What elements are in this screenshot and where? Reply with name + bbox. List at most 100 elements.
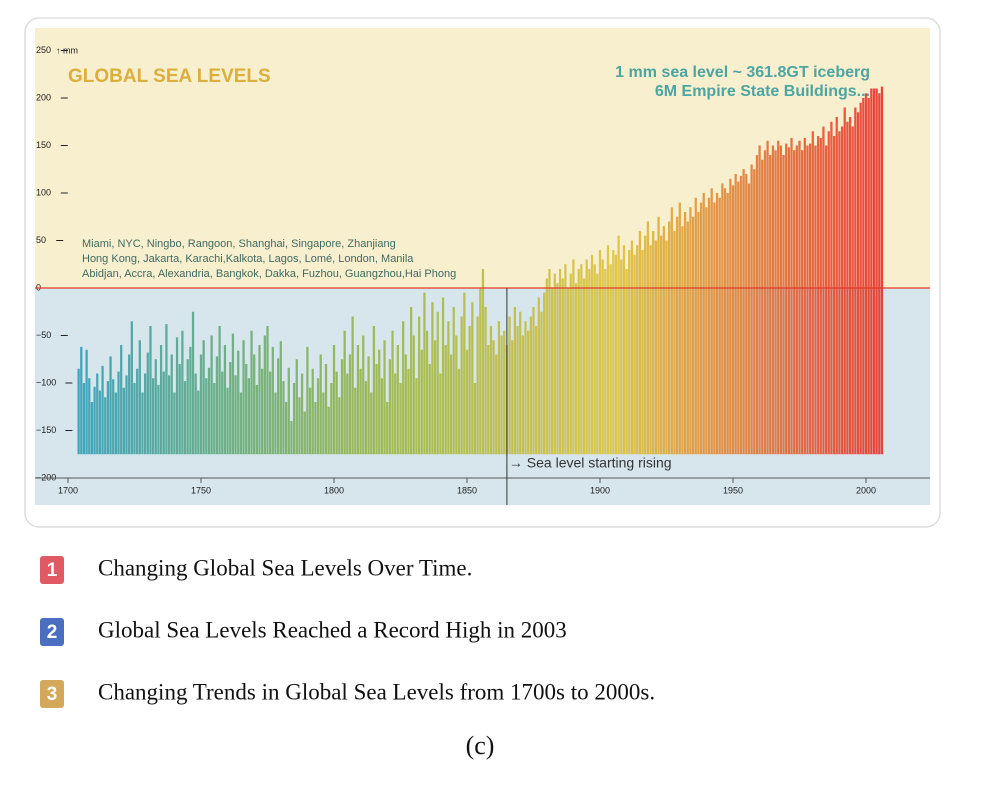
bar [144, 373, 147, 455]
bar [713, 202, 716, 455]
bar [726, 193, 729, 455]
bar [683, 212, 687, 455]
bar [266, 326, 269, 455]
bar [625, 269, 628, 455]
bar [250, 330, 253, 455]
bar [215, 356, 219, 455]
bar [449, 354, 453, 455]
bar [90, 402, 94, 455]
bar [428, 364, 431, 455]
bar [170, 354, 173, 455]
bar [303, 411, 306, 455]
caption-number: 3 [47, 684, 58, 705]
x-tick-label: 1850 [457, 485, 477, 495]
bar [221, 371, 224, 455]
y-tick-label: 250 [36, 45, 51, 55]
bar [194, 373, 197, 455]
bar [197, 390, 200, 455]
bar [492, 340, 495, 455]
bar [311, 368, 314, 455]
bar [120, 345, 123, 455]
bar [811, 131, 814, 455]
bar [332, 345, 336, 455]
bar [125, 375, 128, 455]
bar [77, 368, 80, 455]
bar [758, 145, 761, 455]
bar [601, 259, 604, 455]
bar [718, 197, 721, 455]
bar [816, 136, 820, 455]
bar [407, 368, 410, 455]
bar [803, 137, 806, 455]
bar [183, 381, 187, 455]
bar [801, 150, 804, 455]
bar [186, 359, 189, 455]
bar [191, 311, 195, 455]
bar [348, 354, 352, 455]
bar [795, 145, 798, 455]
bar [577, 269, 580, 455]
bar [261, 368, 264, 455]
bar [668, 221, 671, 455]
y-tick-label: 150 [36, 140, 51, 150]
bar [774, 150, 777, 455]
bar [699, 202, 703, 455]
y-tick-label: −50 [36, 330, 51, 340]
bar [771, 145, 775, 455]
bar [205, 378, 208, 455]
x-tick-label: 1900 [590, 485, 610, 495]
bar [362, 335, 365, 455]
bar [569, 273, 572, 455]
bar [151, 378, 155, 455]
bar [399, 383, 402, 455]
bar [652, 231, 655, 455]
bar [415, 378, 418, 455]
bar [636, 245, 639, 455]
bar [715, 193, 719, 455]
bar [199, 354, 203, 455]
bar [521, 335, 524, 455]
bar [588, 269, 591, 455]
bar [452, 307, 455, 455]
bar [785, 143, 788, 455]
bar [239, 392, 243, 455]
bar [465, 349, 469, 455]
bar [242, 340, 245, 455]
bar [133, 383, 136, 455]
bar [503, 330, 506, 455]
bar [745, 174, 748, 455]
bar [159, 345, 163, 455]
bar [444, 345, 447, 455]
bar [106, 381, 110, 455]
bar [330, 383, 333, 455]
bar [433, 340, 437, 455]
bar [367, 356, 370, 455]
bar [112, 379, 115, 455]
bar [649, 245, 652, 455]
bar [737, 181, 740, 455]
bar [553, 273, 556, 455]
caption-number: 2 [47, 622, 58, 643]
bar [851, 126, 854, 455]
bar [739, 175, 743, 455]
bar [827, 131, 830, 455]
y-tick-label: 50 [36, 235, 46, 245]
bar [375, 364, 378, 455]
bar [487, 345, 490, 455]
bar [165, 324, 168, 455]
bar [202, 340, 205, 455]
bar [271, 346, 274, 455]
bar [423, 292, 426, 455]
y-tick-label: 0 [36, 282, 41, 292]
bar [798, 140, 801, 455]
bar [417, 316, 421, 455]
bar [777, 140, 780, 455]
bar [189, 346, 192, 455]
bar [162, 371, 165, 455]
x-tick-label: 1700 [58, 485, 78, 495]
bar [747, 183, 751, 455]
bar [247, 378, 251, 455]
bar [274, 392, 277, 455]
bar [425, 330, 429, 455]
bar [723, 188, 727, 455]
